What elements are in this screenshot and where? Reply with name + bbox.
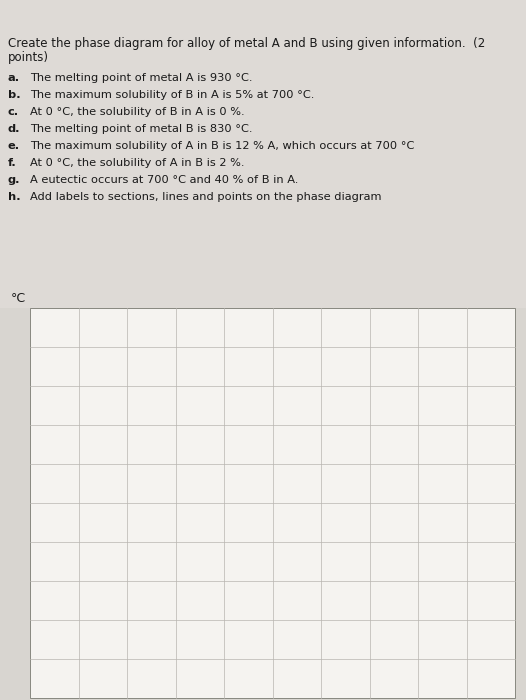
Text: f.: f. [8,158,17,168]
Text: The maximum solubility of B in A is 5% at 700 °C.: The maximum solubility of B in A is 5% a… [30,90,315,100]
Text: c.: c. [8,107,19,117]
Text: b.: b. [8,90,21,100]
Text: The melting point of metal B is 830 °C.: The melting point of metal B is 830 °C. [30,124,252,134]
Text: g.: g. [8,175,21,185]
Text: The melting point of metal A is 930 °C.: The melting point of metal A is 930 °C. [30,73,252,83]
Bar [0,0,526,308]
Text: points): points) [8,51,49,64]
Text: Create the phase diagram for alloy of metal A and B using given information.  (2: Create the phase diagram for alloy of me… [8,37,485,50]
Text: A eutectic occurs at 700 °C and 40 % of B in A.: A eutectic occurs at 700 °C and 40 % of … [30,175,298,185]
Bar [30,308,515,698]
Text: d.: d. [8,124,21,134]
Text: e.: e. [8,141,20,151]
Text: a.: a. [8,73,20,83]
Text: Add labels to sections, lines and points on the phase diagram: Add labels to sections, lines and points… [30,192,381,202]
Text: At 0 °C, the solubility of A in B is 2 %.: At 0 °C, the solubility of A in B is 2 %… [30,158,245,168]
Text: h.: h. [8,192,21,202]
Text: At 0 °C, the solubility of B in A is 0 %.: At 0 °C, the solubility of B in A is 0 %… [30,107,245,117]
Text: °C: °C [11,292,26,305]
Text: The maximum solubility of A in B is 12 % A, which occurs at 700 °C: The maximum solubility of A in B is 12 %… [30,141,414,151]
